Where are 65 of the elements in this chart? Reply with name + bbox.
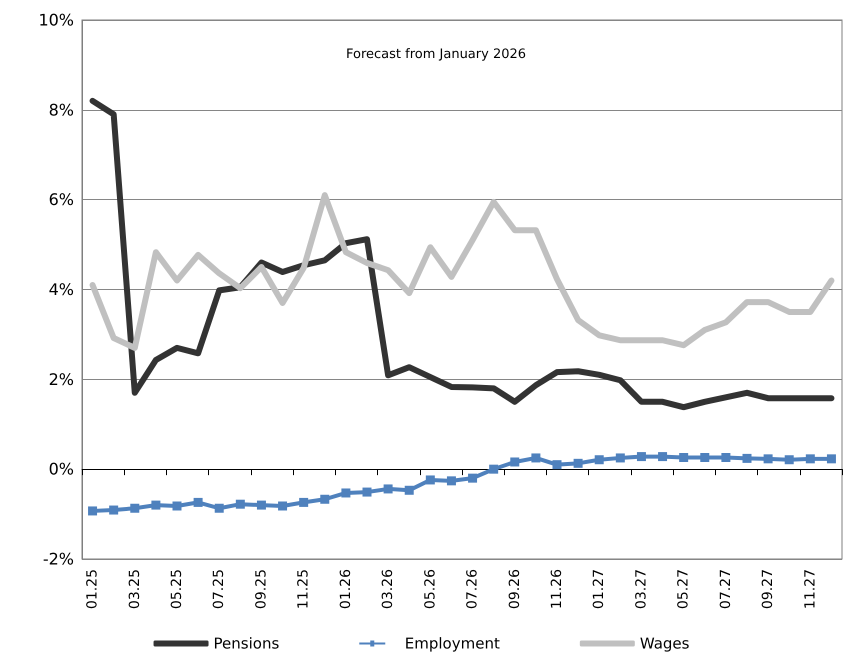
point — [214, 504, 224, 513]
y-tick-label: 6% — [48, 190, 74, 210]
point — [510, 457, 520, 466]
point — [362, 488, 372, 497]
x-tick-label: 05.25 — [169, 569, 185, 610]
point — [404, 486, 414, 495]
point — [299, 498, 308, 507]
point — [489, 464, 498, 474]
point — [256, 500, 266, 510]
point — [130, 504, 140, 513]
point — [721, 452, 730, 462]
point — [574, 458, 583, 468]
x-tick-label: 07.26 — [464, 568, 481, 610]
point — [172, 502, 182, 510]
point — [679, 452, 688, 462]
point — [236, 500, 245, 509]
point — [384, 484, 393, 494]
point — [784, 455, 794, 464]
point — [616, 453, 625, 462]
y-tick-label: 4% — [48, 280, 74, 299]
x-tick-label: 01.26 — [338, 568, 354, 610]
x-tick-label: 09.27 — [760, 569, 776, 610]
x-tick-label: 03.26 — [380, 568, 396, 610]
point — [742, 454, 752, 463]
point — [826, 454, 836, 464]
point — [109, 506, 118, 515]
legend-label: Pensions — [214, 634, 280, 652]
y-tick-label: 10% — [38, 10, 74, 30]
point — [468, 474, 478, 483]
point — [426, 475, 435, 484]
legend-label: Wages — [640, 634, 690, 652]
x-tick-label: 09.25 — [253, 569, 270, 610]
annotation: Forecast from January 2026 — [346, 47, 526, 62]
point — [531, 453, 540, 462]
x-tick-label: 03.25 — [126, 569, 143, 610]
point — [594, 455, 604, 464]
point — [764, 454, 773, 464]
point — [320, 494, 330, 504]
x-tick-label: 05.27 — [676, 569, 692, 610]
x-tick-label: 05.26 — [422, 568, 438, 610]
y-tick-label: 0% — [48, 460, 74, 479]
y-tick-label: 8% — [48, 100, 74, 120]
point — [552, 460, 562, 470]
point — [806, 454, 815, 464]
x-tick-label: 11.27 — [802, 569, 818, 610]
legend-label: Employment — [404, 634, 500, 652]
x-tick-label: 01.25 — [84, 569, 101, 610]
point — [88, 506, 98, 516]
point — [700, 452, 710, 462]
x-tick-label: 07.25 — [211, 569, 228, 610]
point — [194, 498, 203, 507]
x-tick-label: 11.25 — [296, 569, 312, 610]
y-tick-label: 2% — [48, 370, 74, 389]
y-tick-label: -2% — [42, 550, 74, 568]
point — [658, 452, 668, 462]
point — [278, 502, 288, 510]
point — [341, 488, 350, 498]
x-tick-label: 07.27 — [718, 569, 734, 610]
point — [446, 476, 456, 486]
x-tick-label: 01.27 — [591, 569, 608, 610]
point — [151, 500, 160, 510]
point — [636, 452, 646, 462]
x-tick-label: 11.26 — [549, 568, 565, 610]
x-tick-label: 09.26 — [506, 568, 523, 610]
x-tick-label: 03.27 — [633, 569, 650, 610]
